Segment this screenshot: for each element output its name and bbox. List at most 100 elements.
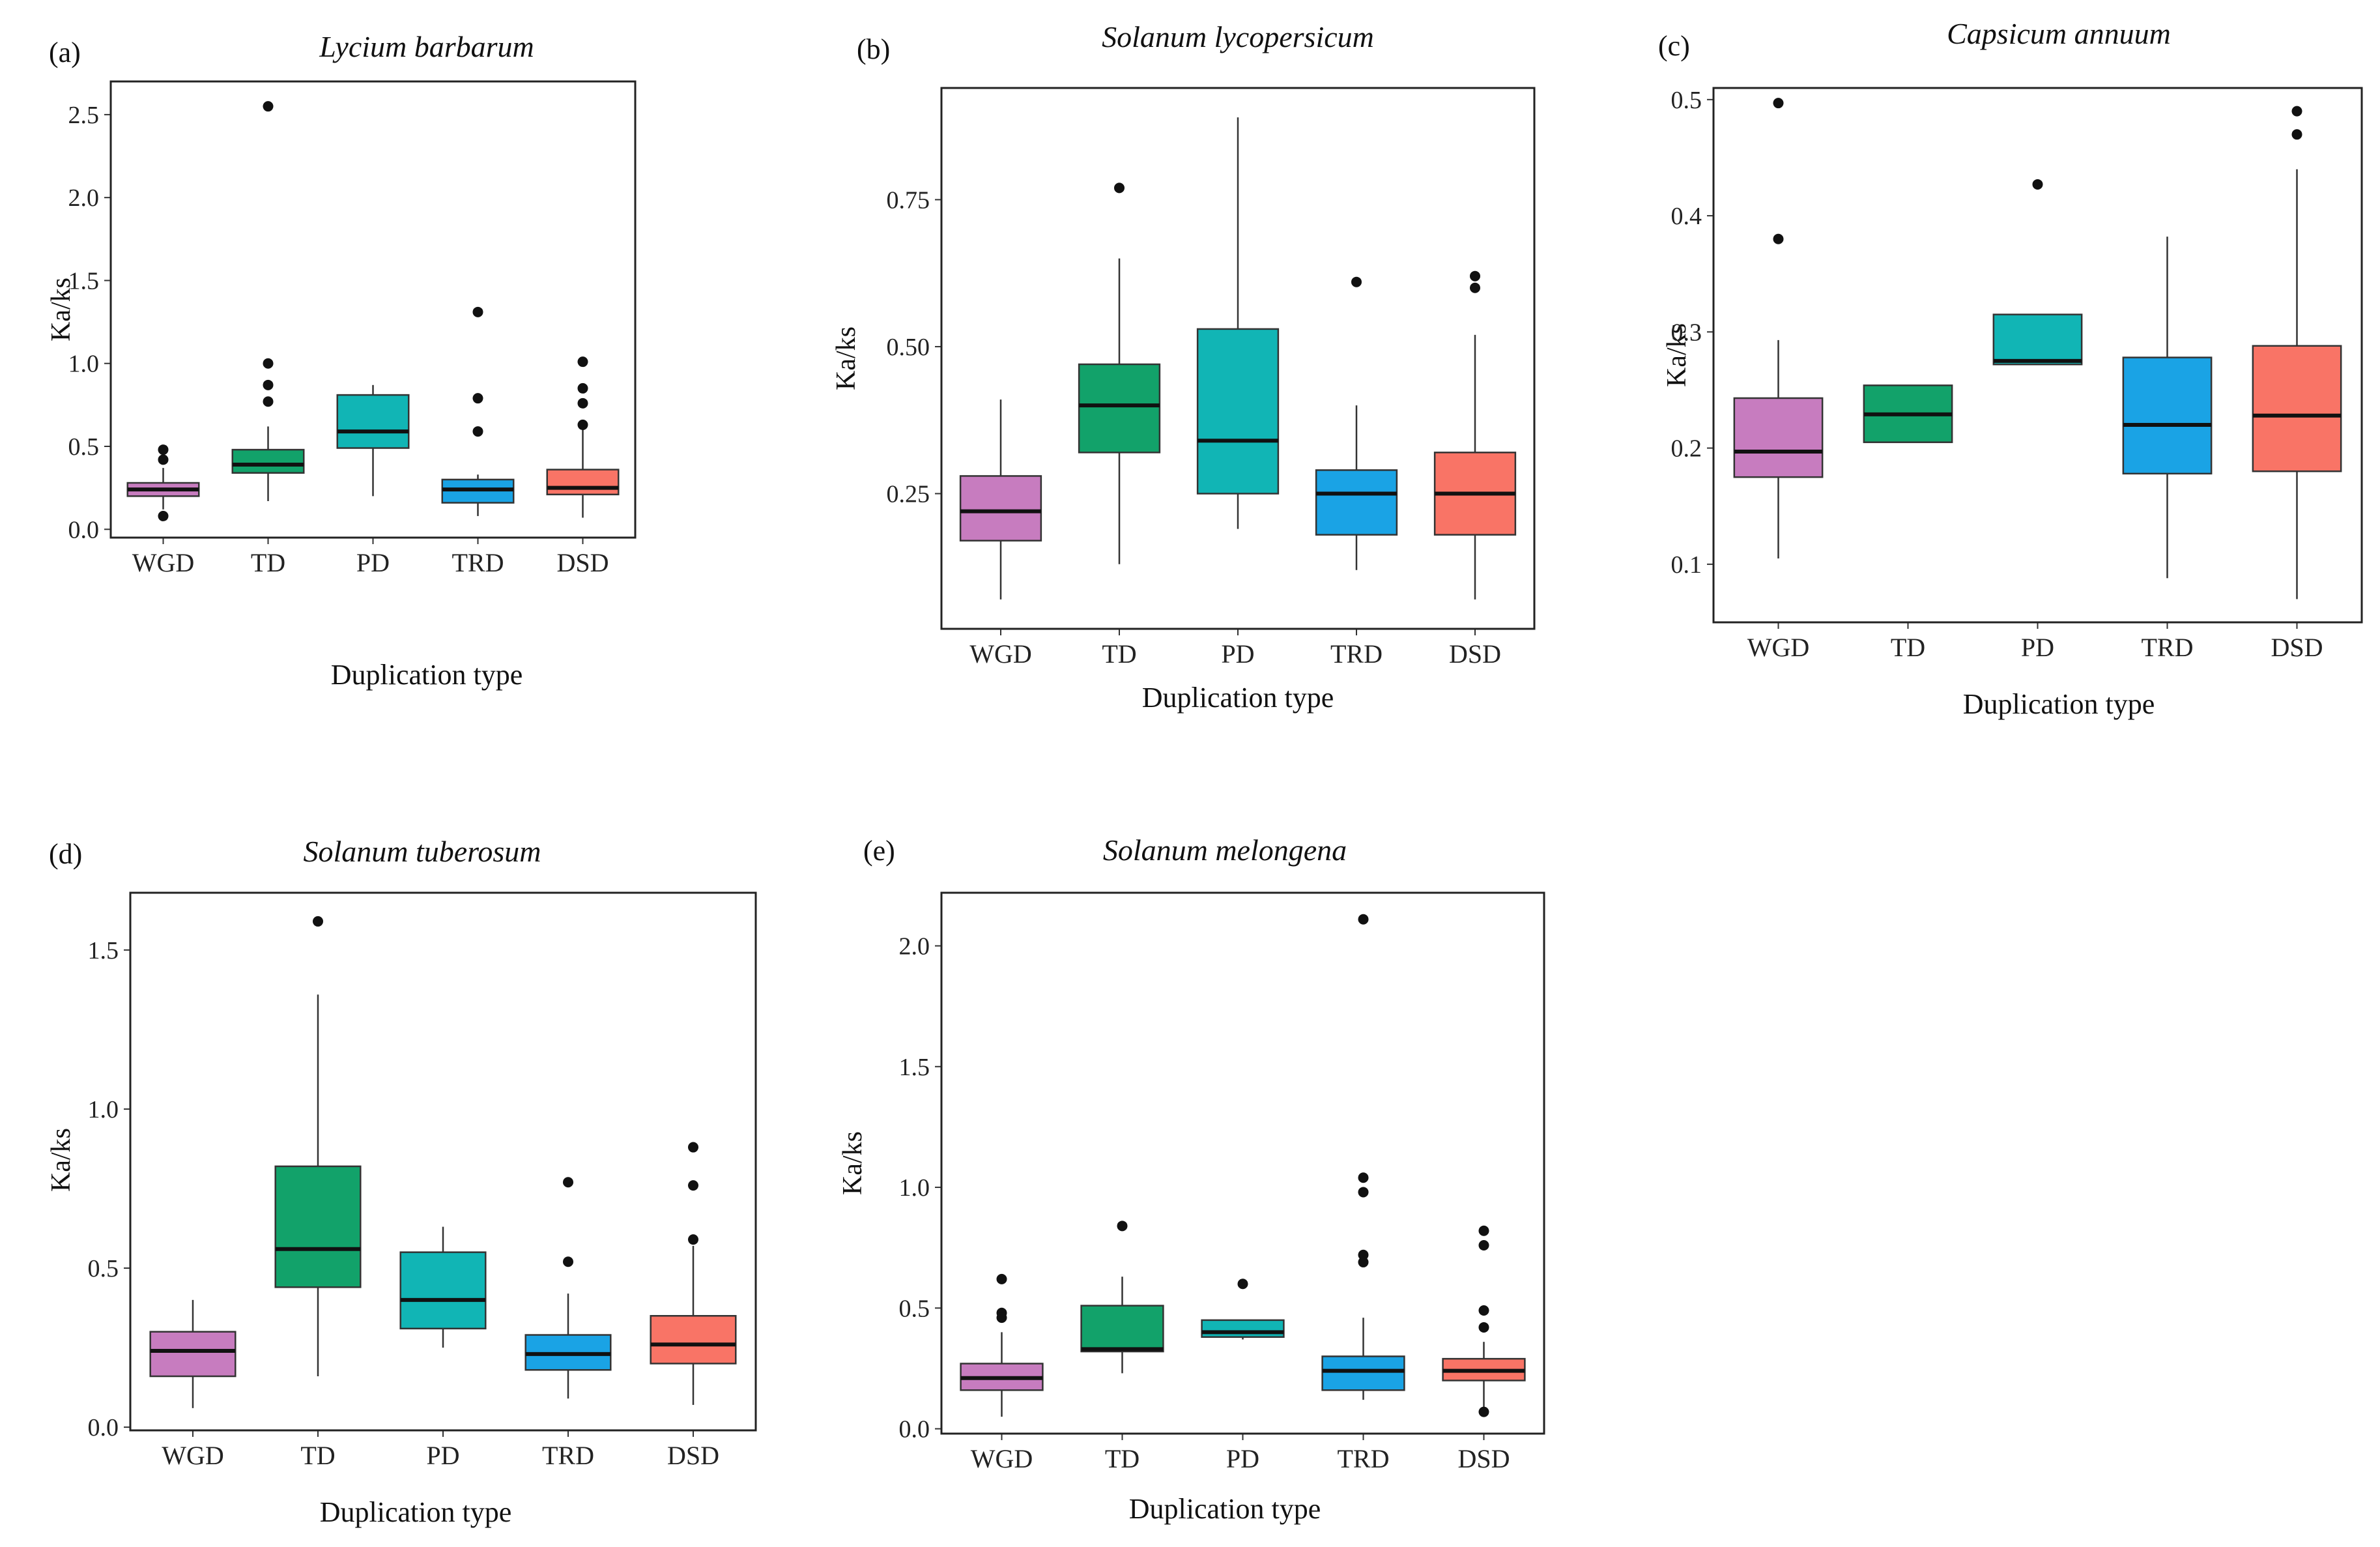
panel-title: Lycium barbarum	[319, 30, 534, 63]
y-tick-label: 1.5	[899, 1054, 930, 1081]
outlier-point	[158, 454, 169, 465]
outlier-point	[2291, 106, 2302, 117]
outlier-point	[577, 398, 588, 409]
x-tick-label: DSD	[1449, 639, 1501, 669]
x-tick-label: TRD	[1330, 639, 1383, 669]
y-tick-label: 0.4	[1671, 203, 1702, 230]
outlier-point	[2032, 179, 2043, 190]
box-td	[274, 1165, 362, 1288]
plot-frame	[1712, 87, 2363, 624]
box-wgd	[959, 475, 1042, 542]
plot-frame	[129, 891, 757, 1432]
box-trd	[1315, 469, 1398, 536]
y-tick-label: 0.0	[68, 516, 100, 543]
outlier-point	[1478, 1239, 1489, 1251]
panel-letter: (d)	[49, 838, 83, 870]
y-tick-label: 0.0	[88, 1414, 119, 1441]
x-tick-label: PD	[1221, 639, 1254, 669]
outlier-point	[158, 444, 169, 455]
x-tick-label: PD	[2021, 633, 2054, 662]
x-tick-label: WGD	[969, 639, 1032, 669]
outlier-point	[1773, 98, 1784, 109]
plot-frame	[109, 80, 637, 539]
box-dsd	[2252, 345, 2342, 472]
outlier-point	[2291, 129, 2302, 140]
y-tick-label: 0.50	[887, 334, 930, 361]
outlier-point	[1358, 1249, 1369, 1260]
outlier-point	[1478, 1322, 1489, 1333]
panel-title: Solanum lycopersicum	[1102, 20, 1374, 53]
y-tick-label: 0.3	[1671, 319, 1702, 346]
y-tick-label: 0.5	[68, 433, 100, 461]
x-tick-label: TRD	[2142, 633, 2194, 662]
y-tick-label: 2.0	[68, 184, 100, 212]
y-tick-label: 1.0	[88, 1096, 119, 1123]
outlier-point	[996, 1273, 1007, 1284]
y-tick-label: 1.5	[68, 267, 100, 295]
box-trd	[2122, 356, 2213, 475]
x-tick-label: WGD	[132, 548, 195, 577]
y-tick-label: 0.25	[887, 481, 930, 508]
x-axis-label: Duplication type	[319, 1496, 512, 1528]
outlier-point	[577, 356, 588, 368]
x-tick-label: TRD	[1338, 1444, 1390, 1473]
x-tick-label: TRD	[542, 1441, 594, 1470]
x-tick-label: WGD	[971, 1444, 1033, 1473]
outlier-point	[1358, 914, 1369, 925]
x-tick-label: TD	[1102, 639, 1136, 669]
x-tick-label: DSD	[667, 1441, 719, 1470]
box-pd	[1196, 328, 1280, 495]
box-pd	[336, 394, 410, 449]
plot-frame	[940, 891, 1545, 1435]
outlier-point	[263, 101, 274, 112]
panel-letter: (e)	[863, 835, 895, 867]
y-tick-label: 0.2	[1671, 435, 1702, 463]
x-tick-label: DSD	[1457, 1444, 1510, 1473]
x-axis-label: Duplication type	[330, 659, 523, 691]
x-tick-label: PD	[1226, 1444, 1259, 1473]
outlier-point	[1478, 1225, 1489, 1236]
x-tick-label: DSD	[556, 548, 609, 577]
box-pd	[1992, 313, 2083, 366]
outlier-point	[1358, 1187, 1369, 1198]
outlier-point	[1470, 270, 1480, 282]
outlier-point	[472, 426, 483, 437]
x-tick-label: PD	[356, 548, 390, 577]
outlier-point	[263, 379, 274, 390]
outlier-point	[563, 1256, 573, 1267]
box-wgd	[149, 1331, 237, 1378]
panel-letter: (b)	[857, 33, 891, 65]
outlier-point	[1237, 1279, 1248, 1290]
x-axis-label: Duplication type	[1128, 1493, 1321, 1525]
x-tick-label: TD	[251, 548, 285, 577]
outlier-point	[472, 306, 483, 317]
y-tick-label: 2.0	[899, 933, 930, 961]
box-trd	[1321, 1355, 1405, 1391]
box-td	[231, 448, 305, 474]
x-tick-label: DSD	[2271, 633, 2323, 662]
y-tick-label: 1.0	[899, 1174, 930, 1202]
x-tick-label: TD	[1105, 1444, 1140, 1473]
outlier-point	[472, 393, 483, 404]
panel-title: Solanum tuberosum	[303, 835, 541, 868]
outlier-point	[1478, 1406, 1489, 1417]
box-pd	[1201, 1319, 1285, 1338]
box-dsd	[546, 469, 620, 496]
outlier-point	[1351, 276, 1362, 287]
outlier-point	[577, 419, 588, 430]
outlier-point	[688, 1234, 698, 1245]
outlier-point	[1358, 1256, 1369, 1267]
y-tick-label: 0.5	[899, 1295, 930, 1322]
y-tick-label: 0.5	[1671, 87, 1702, 114]
outlier-point	[563, 1177, 573, 1188]
box-td	[1078, 363, 1161, 454]
x-tick-label: TRD	[452, 548, 504, 577]
y-tick-label: 0.0	[899, 1416, 930, 1443]
outlier-point	[1478, 1305, 1489, 1316]
outlier-point	[158, 510, 169, 521]
panel-title: Solanum melongena	[1102, 833, 1347, 867]
